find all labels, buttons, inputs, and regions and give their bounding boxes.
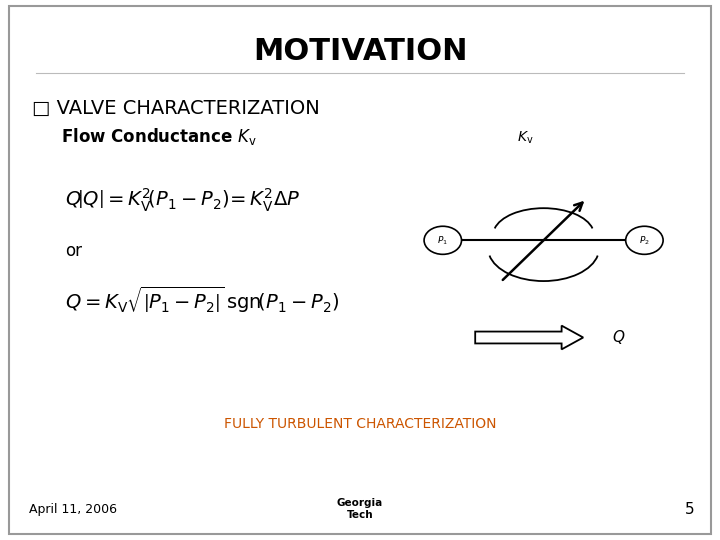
FancyArrow shape bbox=[475, 326, 583, 349]
Text: $Q$: $Q$ bbox=[612, 328, 626, 347]
Text: $Q = K_{\mathrm{V}}\sqrt{\left|P_1 - P_2\right|}\,\mathrm{sgn}\!\left(P_1 - P_2\: $Q = K_{\mathrm{V}}\sqrt{\left|P_1 - P_2… bbox=[65, 284, 339, 315]
Text: $P_2$: $P_2$ bbox=[639, 234, 650, 247]
Text: April 11, 2006: April 11, 2006 bbox=[29, 503, 117, 516]
Text: Georgia
Tech: Georgia Tech bbox=[337, 498, 383, 520]
Text: 5: 5 bbox=[685, 502, 695, 517]
FancyBboxPatch shape bbox=[9, 6, 711, 534]
Text: $P_1$: $P_1$ bbox=[437, 234, 449, 247]
Text: $K_\mathrm{v}$: $K_\mathrm{v}$ bbox=[517, 130, 534, 146]
Circle shape bbox=[626, 226, 663, 254]
Circle shape bbox=[424, 226, 462, 254]
Text: $Q\!\left|Q\right| = K_{\mathrm{V}}^{2}\!\left(P_1 - P_2\right)\!= K_{\mathrm{V}: $Q\!\left|Q\right| = K_{\mathrm{V}}^{2}\… bbox=[65, 186, 300, 213]
Text: □ VALVE CHARACTERIZATION: □ VALVE CHARACTERIZATION bbox=[32, 98, 320, 118]
Text: FULLY TURBULENT CHARACTERIZATION: FULLY TURBULENT CHARACTERIZATION bbox=[224, 417, 496, 431]
Text: MOTIVATION: MOTIVATION bbox=[253, 37, 467, 66]
Text: or: or bbox=[65, 242, 82, 260]
Text: Flow Conductance $K_\mathrm{v}$: Flow Conductance $K_\mathrm{v}$ bbox=[61, 126, 257, 146]
